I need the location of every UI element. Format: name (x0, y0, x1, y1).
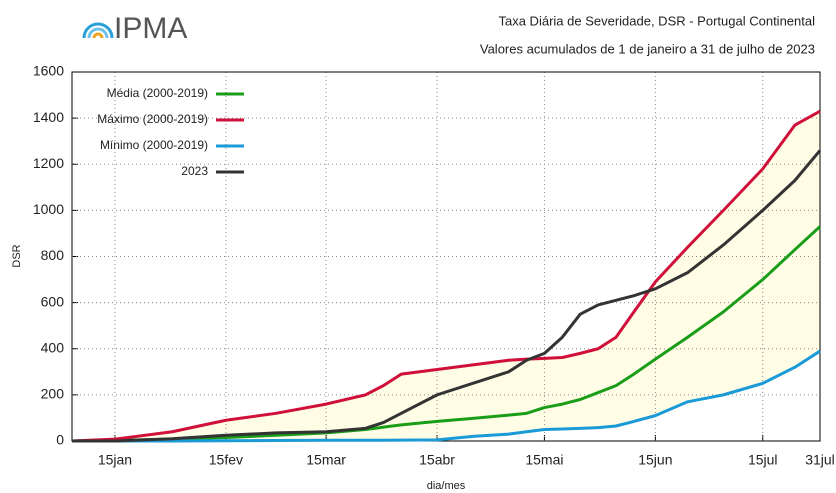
x-axis-label: dia/mes (427, 480, 466, 492)
logo-icon (82, 22, 114, 39)
chart-subtitle: Valores acumulados de 1 de janeiro a 31 … (480, 41, 815, 56)
y-tick-label: 800 (41, 247, 65, 263)
series-line (72, 349, 821, 443)
legend-label: 2023 (181, 164, 208, 178)
legend: Média (2000-2019) Máximo (2000-2019) Mínim… (97, 86, 244, 178)
x-tick-label: 15fev (209, 452, 243, 468)
range-band (72, 111, 820, 442)
x-tick-label: 15jan (98, 452, 132, 468)
legend-label: Máximo (2000-2019) (97, 112, 208, 126)
x-tick-label: 15jul (748, 452, 778, 468)
y-axis-label: DSR (11, 244, 23, 267)
series-line (71, 225, 822, 443)
y-tick-label: 0 (56, 432, 64, 448)
series-line (72, 149, 822, 443)
chart-title: Taxa Diária de Severidade, DSR - Portuga… (498, 13, 815, 28)
plot-frame (71, 71, 821, 442)
x-tick-label: 15mar (306, 452, 346, 468)
y-tick-label: 600 (41, 293, 65, 309)
legend-label: Média (2000-2019) (107, 86, 208, 100)
x-tick-label: 15jun (638, 452, 672, 468)
y-tick-label: 1600 (33, 63, 64, 79)
y-tick-label: 1000 (33, 201, 64, 217)
y-tick-label: 400 (41, 339, 65, 355)
y-tick-label: 1400 (33, 109, 64, 125)
x-tick-label: 15abr (419, 452, 455, 468)
logo-text: IPMA (114, 12, 187, 45)
legend-label: Mínimo (2000-2019) (100, 138, 208, 152)
y-tick-label: 200 (41, 386, 65, 402)
x-tick-label: 31jul (805, 452, 835, 468)
y-tick-label: 1200 (33, 155, 64, 171)
x-tick-label: 15mai (525, 452, 563, 468)
